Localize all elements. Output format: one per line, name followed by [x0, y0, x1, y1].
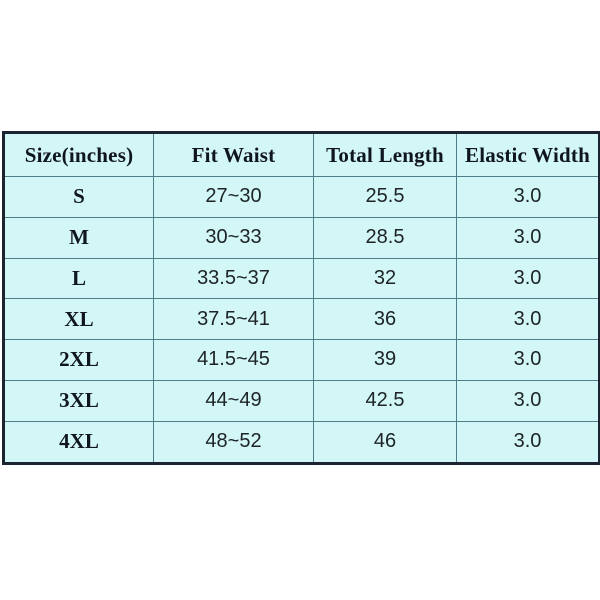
cell-elastic-width: 3.0	[456, 298, 600, 341]
cell-fit-waist: 33.5~37	[153, 257, 314, 300]
cell-total-length: 36	[313, 298, 457, 341]
cell-fit-waist: 27~30	[153, 176, 314, 218]
cell-total-length: 32	[313, 257, 457, 300]
table-row-3xl: 3XL 44~49 42.5 3.0	[3, 379, 600, 422]
table-row-xl: XL 37.5~41 36 3.0	[3, 298, 600, 341]
column-header-elastic-width: Elastic Width	[456, 132, 600, 177]
cell-fit-waist: 41.5~45	[153, 339, 314, 381]
table-row-m: M 30~33 28.5 3.0	[3, 216, 600, 259]
cell-elastic-width: 3.0	[456, 339, 600, 381]
cell-size: 4XL	[3, 420, 154, 465]
cell-size: 2XL	[3, 339, 154, 381]
cell-fit-waist: 30~33	[153, 216, 314, 259]
column-header-size: Size(inches)	[3, 132, 154, 177]
cell-fit-waist: 37.5~41	[153, 298, 314, 341]
column-header-total-length: Total Length	[313, 132, 457, 177]
table-row-s: S 27~30 25.5 3.0	[3, 176, 600, 218]
cell-total-length: 39	[313, 339, 457, 381]
table-row-l: L 33.5~37 32 3.0	[3, 257, 600, 300]
cell-elastic-width: 3.0	[456, 379, 600, 422]
cell-elastic-width: 3.0	[456, 420, 600, 465]
cell-size: L	[3, 257, 154, 300]
cell-size: 3XL	[3, 379, 154, 422]
cell-total-length: 28.5	[313, 216, 457, 259]
cell-size: XL	[3, 298, 154, 341]
table-row-4xl: 4XL 48~52 46 3.0	[3, 420, 600, 465]
cell-fit-waist: 48~52	[153, 420, 314, 465]
cell-size: M	[3, 216, 154, 259]
cell-elastic-width: 3.0	[456, 176, 600, 218]
column-header-fit-waist: Fit Waist	[153, 132, 314, 177]
cell-fit-waist: 44~49	[153, 379, 314, 422]
table-header-row: Size(inches) Fit Waist Total Length Elas…	[3, 132, 600, 177]
cell-size: S	[3, 176, 154, 218]
size-chart-table: Size(inches) Fit Waist Total Length Elas…	[2, 131, 600, 465]
table-row-2xl: 2XL 41.5~45 39 3.0	[3, 339, 600, 381]
cell-total-length: 46	[313, 420, 457, 465]
cell-total-length: 42.5	[313, 379, 457, 422]
cell-elastic-width: 3.0	[456, 257, 600, 300]
cell-total-length: 25.5	[313, 176, 457, 218]
cell-elastic-width: 3.0	[456, 216, 600, 259]
